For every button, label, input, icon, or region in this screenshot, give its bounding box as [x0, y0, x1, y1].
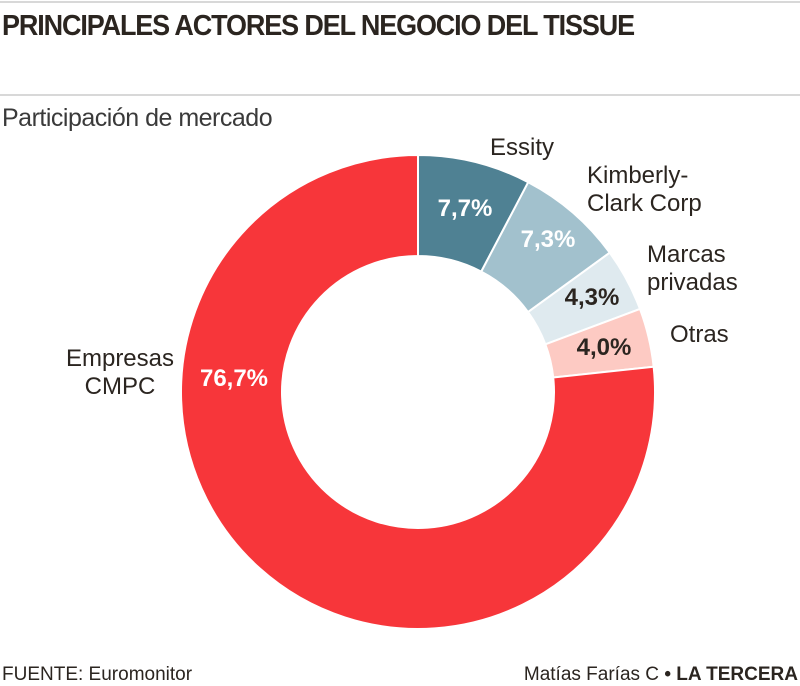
slice-category-label: Marcas privadas [647, 241, 738, 296]
slice-category-label: Essity [490, 134, 554, 161]
separator: • [664, 664, 671, 685]
chart-title: PRINCIPALES ACTORES DEL NEGOCIO DEL TISS… [2, 10, 635, 42]
slice-value-label: 7,7% [438, 195, 493, 222]
slice-value-label: 4,0% [577, 334, 632, 361]
author: Matías Farías C [523, 664, 660, 685]
slice-value-label: 76,7% [200, 365, 268, 392]
slice-category-label: Otras [670, 321, 729, 348]
slice-category-label: Kimberly-Clark Corp [587, 162, 702, 217]
title-rule [0, 94, 800, 96]
top-rule [0, 1, 800, 3]
credit: Matías Farías C • LA TERCERA [524, 664, 798, 686]
publisher: LA TERCERA [676, 664, 798, 685]
slice-value-label: 7,3% [521, 226, 576, 253]
slice-value-label: 4,3% [565, 284, 620, 311]
slice-category-label: Empresas CMPC [66, 345, 174, 400]
chart-subtitle: Participación de mercado [2, 104, 273, 132]
source-note: FUENTE: Euromonitor [2, 664, 193, 685]
donut-slice-4 [180, 153, 656, 630]
